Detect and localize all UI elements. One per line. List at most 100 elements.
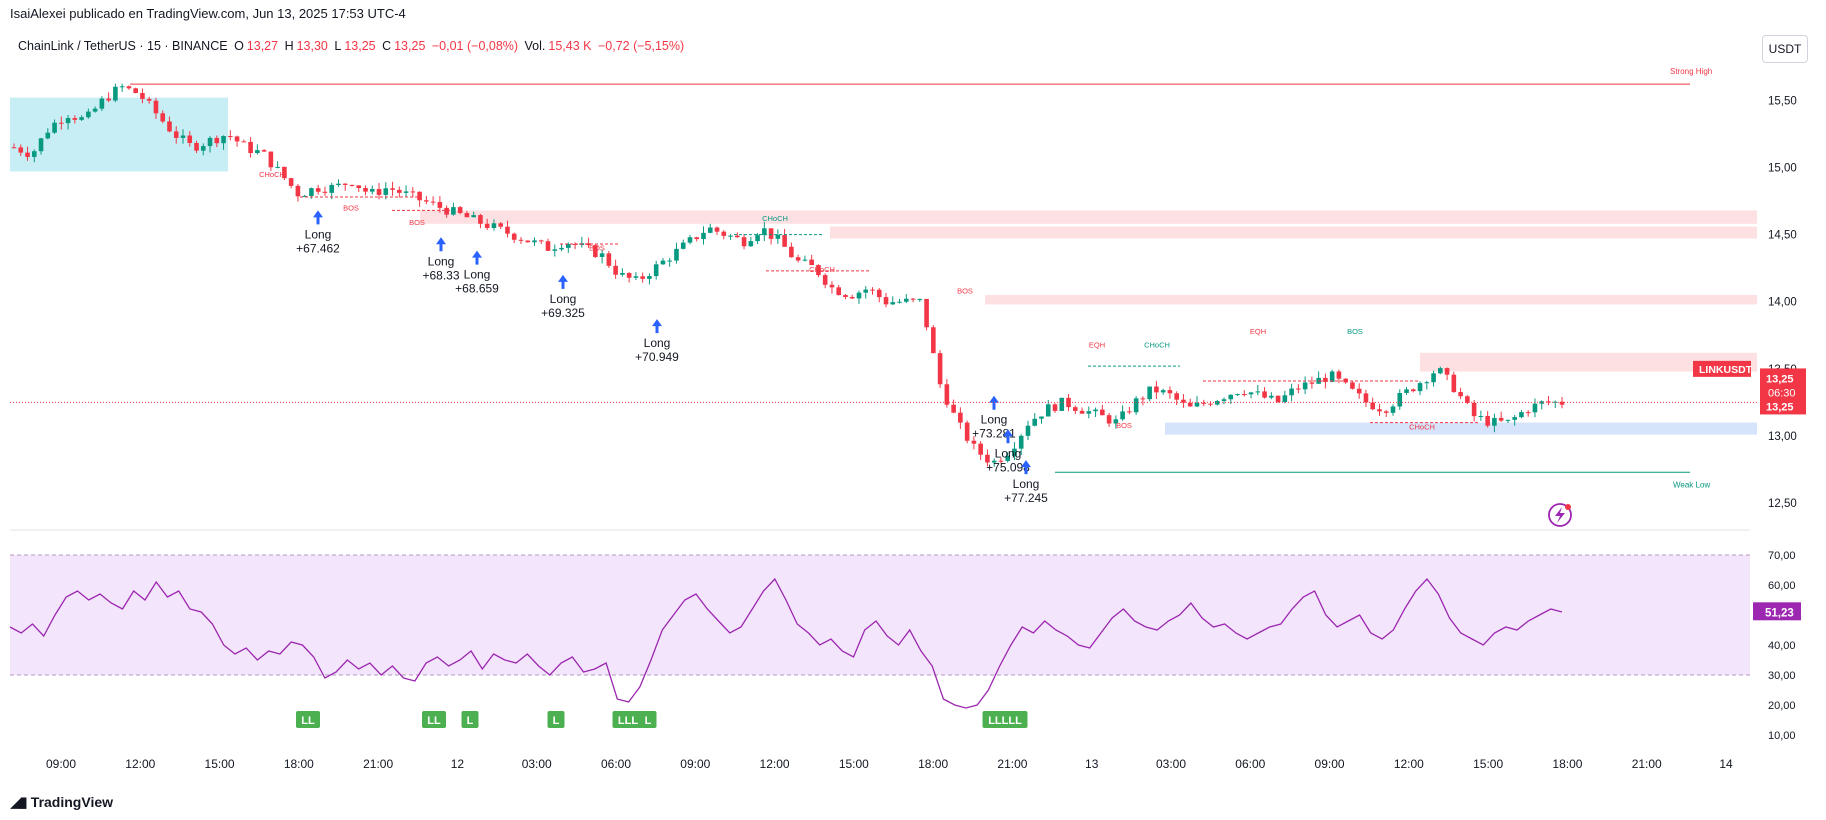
time-tick-label: 14	[1719, 757, 1733, 771]
candle	[998, 457, 1004, 464]
supply-zone	[830, 226, 1757, 239]
candle-body	[1012, 448, 1017, 456]
candle-body	[1005, 455, 1010, 461]
candle	[1262, 387, 1267, 399]
time-tick-label: 15:00	[205, 757, 235, 771]
candle	[1005, 452, 1010, 463]
candle-body	[998, 460, 1004, 462]
candles-layer[interactable]	[11, 83, 1565, 467]
candle-body	[383, 188, 389, 195]
change-value: −0,01 (−0,08%)	[431, 39, 519, 53]
candle-body	[478, 215, 483, 224]
candle-body	[1066, 397, 1071, 408]
candle-body	[876, 289, 882, 298]
candle-body	[1262, 391, 1267, 398]
candle	[1012, 442, 1017, 461]
candle	[1194, 396, 1200, 408]
candle-body	[552, 249, 558, 251]
candle	[1546, 395, 1551, 406]
long-signal-value: +67.462	[296, 241, 340, 255]
candle-body	[1039, 416, 1044, 419]
candle	[714, 226, 720, 235]
candle-body	[72, 118, 78, 120]
long-signal-value: +68.659	[455, 282, 499, 296]
candle	[106, 92, 111, 103]
candle-body	[1147, 386, 1152, 400]
long-signal-label: Long	[428, 254, 455, 268]
candle-body	[701, 232, 706, 240]
currency-button[interactable]: USDT	[1762, 35, 1808, 63]
candle	[593, 243, 598, 258]
candle	[1066, 394, 1071, 412]
candle-body	[789, 246, 794, 258]
candle-body	[275, 166, 280, 168]
rsi-band-fill	[10, 555, 1750, 675]
structure-label: BOS	[589, 244, 605, 253]
candle-body	[369, 189, 375, 192]
candle	[478, 213, 483, 229]
structure-label: BOS	[1116, 421, 1132, 430]
rsi-marker-bg	[612, 711, 644, 728]
candle	[795, 254, 801, 263]
low-label: L	[334, 39, 342, 53]
candle	[471, 211, 476, 218]
candle	[167, 116, 172, 133]
candle	[397, 186, 402, 198]
candle-body	[18, 147, 24, 153]
candle	[836, 284, 841, 296]
candle-body	[829, 284, 835, 288]
candle	[410, 187, 416, 198]
price-tick-label: 13,00	[1768, 431, 1797, 443]
structure-label: CHoCH	[762, 214, 788, 223]
candle	[1127, 406, 1132, 415]
candle-body	[167, 121, 172, 132]
candle	[1214, 399, 1220, 406]
candle-body	[451, 207, 456, 215]
candle	[991, 458, 997, 467]
candle	[349, 184, 355, 187]
candle	[552, 244, 558, 257]
price-axis[interactable]: 15,5015,0014,5014,0013,5013,0012,50LINKU…	[10, 95, 1806, 510]
rsi-marker-label: L	[467, 715, 474, 727]
candle-body	[883, 297, 889, 305]
candle	[363, 185, 368, 196]
time-tick-label: 09:00	[680, 757, 710, 771]
candle-body	[964, 422, 970, 441]
price-tick-label: 14,50	[1768, 230, 1797, 242]
tradingview-logo[interactable]: ◢▮ TradingView	[10, 793, 113, 811]
long-signal-label: Long	[305, 227, 332, 241]
candle	[1025, 420, 1031, 441]
candle-body	[667, 260, 673, 262]
symbol-name[interactable]: ChainLink / TetherUS · 15 · BINANCE	[18, 39, 228, 53]
time-axis[interactable]: 09:00 12:00 15:00 18:00 21:00 12 03:00 06:00 09:…	[46, 757, 1733, 771]
candle	[119, 83, 125, 92]
candle-body	[376, 189, 382, 195]
candle-body	[153, 100, 159, 114]
candle	[1241, 390, 1247, 397]
candle	[701, 226, 706, 245]
candle-body	[464, 213, 470, 218]
lightning-icon[interactable]	[1548, 503, 1572, 527]
candle	[1113, 415, 1119, 429]
candle-body	[342, 183, 348, 185]
candle	[255, 144, 260, 155]
candle	[1525, 410, 1531, 417]
candle-body	[1302, 382, 1308, 390]
candle	[1086, 406, 1092, 419]
long-signal: Long+67.462	[296, 210, 340, 255]
candle-body	[31, 151, 37, 157]
rsi-marker-label: LL	[301, 715, 315, 727]
candle-body	[315, 188, 321, 192]
long-signal: Long+68.659	[455, 250, 499, 296]
candle-body	[599, 253, 605, 257]
candle	[1154, 380, 1159, 399]
candle	[1519, 410, 1524, 419]
candle-body	[194, 142, 199, 151]
candle	[883, 292, 889, 308]
candle-body	[498, 223, 504, 227]
open-label: O	[234, 39, 244, 53]
candle-body	[99, 98, 105, 109]
candle-body	[647, 276, 652, 279]
